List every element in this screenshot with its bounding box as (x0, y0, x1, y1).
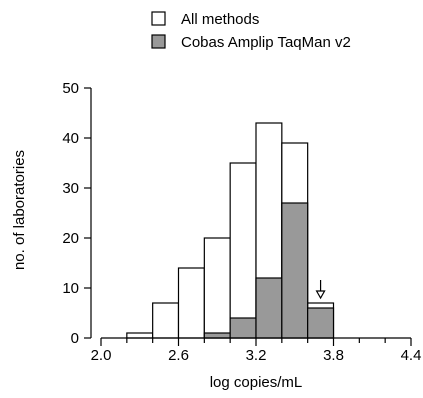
bar-all-methods-3 (177, 267, 205, 339)
x-tick-label-2: 3.2 (246, 347, 267, 364)
bar-cobas-4 (203, 332, 231, 339)
x-tick-label-0: 2.0 (91, 347, 112, 364)
x-axis-title: log copies/mL (210, 374, 303, 391)
legend-label-all-methods: All methods (181, 11, 259, 28)
bar-cobas-7 (281, 202, 309, 339)
legend-label-cobas: Cobas Amplip TaqMan v2 (181, 34, 351, 51)
plot-area: 2.0 2.6 3.2 3.8 4.4 0 10 20 30 40 50 (62, 80, 421, 364)
y-axis-title: no. of laboratories (11, 150, 28, 270)
legend-swatch-cobas (151, 34, 166, 49)
y-tick-label-0: 0 (71, 330, 79, 347)
bar-all-methods-1 (126, 332, 154, 339)
bars-cobas (203, 202, 335, 339)
x-tick-label-3: 3.8 (323, 347, 344, 364)
y-tick-label-5: 50 (62, 80, 79, 97)
x-tick-label-1: 2.6 (168, 347, 189, 364)
y-tick-label-4: 40 (62, 130, 79, 147)
x-tick-label-4: 4.4 (401, 347, 422, 364)
ticks: 2.0 2.6 3.2 3.8 4.4 0 10 20 30 40 50 (62, 80, 421, 364)
bar-all-methods-2 (152, 302, 180, 339)
y-tick-label-2: 20 (62, 230, 79, 247)
bar-cobas-8 (307, 307, 335, 339)
arrow-head (315, 290, 326, 300)
legend: All methods Cobas Amplip TaqMan v2 (151, 11, 351, 51)
bar-cobas-6 (255, 277, 283, 339)
arrow-marker (315, 280, 326, 300)
bar-all-methods-4 (203, 237, 231, 339)
bar-cobas-5 (229, 317, 257, 339)
y-tick-label-3: 30 (62, 180, 79, 197)
y-tick-label-1: 10 (62, 280, 79, 297)
bar-all-methods-5 (229, 162, 257, 339)
legend-swatch-all-methods (151, 11, 166, 26)
